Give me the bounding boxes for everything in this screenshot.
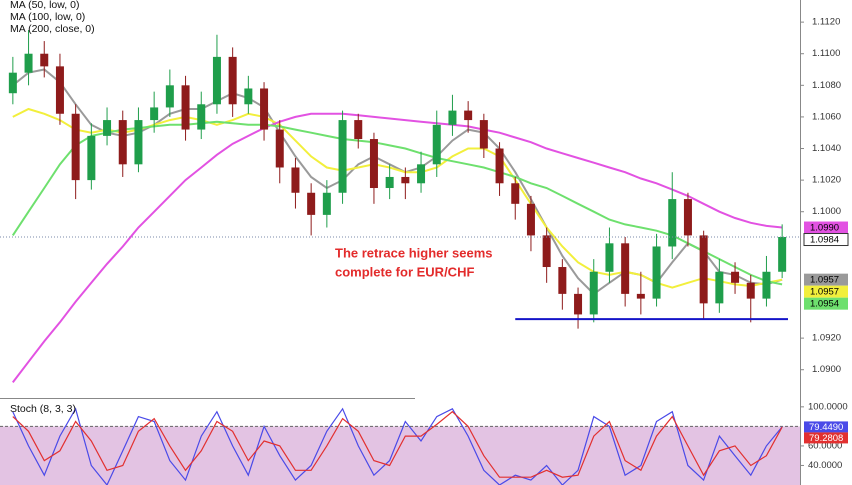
- candle-body: [526, 203, 535, 236]
- candle-body: [385, 176, 394, 189]
- candle-body: [668, 199, 677, 247]
- stoch-badge-label: 79.4490: [809, 422, 843, 433]
- annotation: The retrace higher seems: [335, 245, 493, 260]
- candle-body: [699, 235, 708, 304]
- y-tick-label: 1.1120: [812, 17, 840, 28]
- candle-body: [495, 148, 504, 184]
- candle-body: [605, 243, 614, 272]
- candle-body: [589, 271, 598, 315]
- candle-body: [244, 88, 253, 105]
- y-tick-label: 1.1000: [812, 206, 841, 217]
- candle-body: [103, 120, 112, 136]
- annotation: complete for EUR/CHF: [335, 264, 474, 279]
- candle-body: [652, 246, 661, 299]
- stoch-badge: [804, 432, 848, 444]
- candle-body: [542, 235, 551, 268]
- panel-title: Stoch (8, 3, 3): [10, 403, 76, 415]
- legend-entry: MA (200, close, 0): [10, 23, 95, 35]
- moving-average-line: [12, 112, 783, 384]
- price-badge: [804, 221, 848, 234]
- y-tick-label: 60.0000: [808, 440, 842, 451]
- candle-body: [432, 124, 441, 165]
- y-tick-label: 1.1080: [812, 80, 841, 91]
- candle-body: [181, 85, 190, 130]
- candle-body: [212, 56, 221, 105]
- candle-body: [636, 293, 645, 299]
- candle-body: [715, 271, 724, 304]
- candle-body: [260, 88, 269, 130]
- candle-body: [778, 237, 787, 272]
- candle-body: [322, 192, 331, 215]
- candle-body: [354, 120, 363, 140]
- price-badge: [803, 233, 849, 247]
- candle-body: [197, 104, 206, 130]
- candle-body: [71, 113, 80, 181]
- candle-body: [621, 243, 630, 294]
- candle-body: [55, 66, 64, 114]
- legend-entry: MA (100, low, 0): [10, 11, 85, 23]
- price-badge-label: 1.0957: [810, 287, 839, 298]
- candle-body: [118, 120, 127, 165]
- candle-body: [150, 107, 159, 121]
- y-tick-label: 1.0900: [812, 364, 841, 375]
- stoch-line: [12, 407, 783, 485]
- candle-body: [40, 53, 49, 67]
- candle-body: [558, 267, 567, 294]
- candle-body: [369, 139, 378, 189]
- candle-body: [574, 293, 583, 315]
- candle-body: [479, 120, 488, 149]
- y-tick-label: 1.1040: [812, 143, 841, 154]
- y-tick-label: 1.1060: [812, 111, 841, 122]
- candle-body: [228, 56, 237, 105]
- price-badge: [804, 285, 848, 298]
- y-tick-label: 1.1020: [812, 175, 841, 186]
- candle-body: [275, 129, 284, 168]
- candle-body: [165, 85, 174, 108]
- candle-body: [401, 176, 410, 184]
- price-badge-label: 1.0990: [810, 223, 839, 234]
- price-badge-label: 1.0954: [810, 299, 839, 310]
- candle-body: [762, 271, 771, 299]
- candle-body: [87, 135, 96, 181]
- candle-body: [417, 164, 426, 184]
- y-tick-label: 1.1100: [812, 48, 840, 59]
- candle-body: [511, 183, 520, 204]
- candle-body: [24, 53, 33, 73]
- candle-body: [307, 192, 316, 215]
- stoch-badge-label: 79.2808: [809, 433, 843, 444]
- price-badge-label: 1.0957: [810, 275, 839, 286]
- candle-body: [338, 120, 347, 193]
- candle-body: [8, 72, 17, 94]
- price-badge-label: 1.0984: [810, 235, 839, 246]
- stoch-badge: [804, 421, 848, 433]
- candle-body: [134, 120, 143, 165]
- candle-body: [291, 167, 300, 193]
- candle-body: [448, 110, 457, 125]
- candle-body: [464, 110, 473, 121]
- y-tick-label: 1.0920: [812, 333, 841, 344]
- candle-body: [731, 271, 740, 283]
- candle-body: [746, 282, 755, 299]
- candle-body: [683, 199, 692, 236]
- y-tick-label: 40.0000: [808, 460, 842, 471]
- price-badge: [804, 297, 848, 310]
- price-badge: [804, 273, 848, 286]
- y-tick-label: 100.0000: [808, 401, 848, 412]
- legend-entry: MA (50, low, 0): [10, 0, 79, 11]
- stoch-line: [12, 410, 783, 478]
